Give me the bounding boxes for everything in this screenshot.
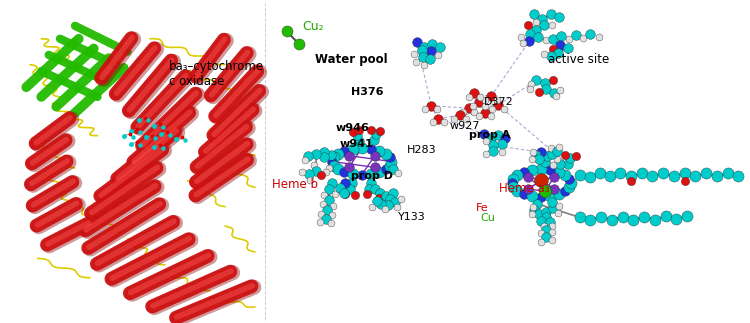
- Text: Heme b: Heme b: [272, 178, 318, 191]
- Text: prop A: prop A: [469, 130, 510, 140]
- Text: H376: H376: [351, 87, 383, 97]
- Text: w927: w927: [450, 121, 481, 131]
- Text: ba₃–cytochrome
c oxidase: ba₃–cytochrome c oxidase: [169, 60, 264, 88]
- Text: Water pool: Water pool: [315, 53, 388, 66]
- Text: Cu: Cu: [481, 213, 496, 223]
- Text: w941: w941: [340, 139, 374, 149]
- Text: Y133: Y133: [398, 212, 425, 222]
- Text: Cu₂: Cu₂: [302, 20, 324, 33]
- Text: prop D: prop D: [351, 171, 393, 181]
- Text: Fe: Fe: [476, 203, 488, 213]
- Text: D372: D372: [484, 97, 514, 107]
- Text: Heme a₃: Heme a₃: [499, 182, 549, 195]
- Text: active site: active site: [548, 53, 609, 66]
- Text: H283: H283: [407, 145, 436, 155]
- Text: w946: w946: [336, 123, 370, 132]
